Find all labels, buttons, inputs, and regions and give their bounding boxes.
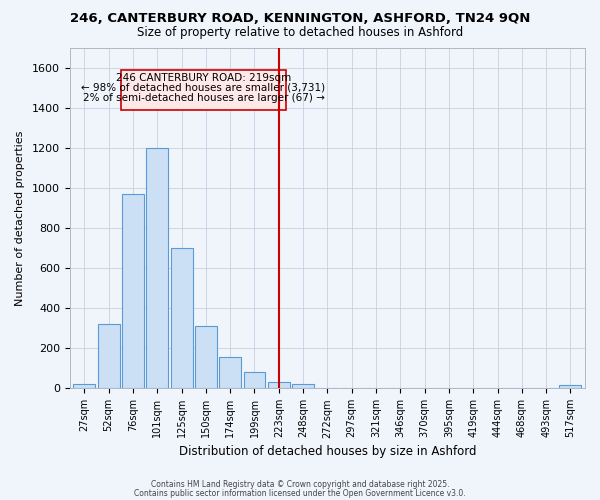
Text: Contains HM Land Registry data © Crown copyright and database right 2025.: Contains HM Land Registry data © Crown c…	[151, 480, 449, 489]
FancyBboxPatch shape	[121, 70, 286, 110]
Text: Size of property relative to detached houses in Ashford: Size of property relative to detached ho…	[137, 26, 463, 39]
Bar	[170, 248, 193, 388]
Text: 2% of semi-detached houses are larger (67) →: 2% of semi-detached houses are larger (6…	[83, 92, 325, 102]
Y-axis label: Number of detached properties: Number of detached properties	[15, 130, 25, 306]
Text: ← 98% of detached houses are smaller (3,731): ← 98% of detached houses are smaller (3,…	[82, 82, 326, 92]
Bar	[219, 358, 241, 388]
Bar	[98, 324, 119, 388]
Text: 246 CANTERBURY ROAD: 219sqm: 246 CANTERBURY ROAD: 219sqm	[116, 72, 291, 83]
Bar	[292, 384, 314, 388]
X-axis label: Distribution of detached houses by size in Ashford: Distribution of detached houses by size …	[179, 444, 476, 458]
Bar	[268, 382, 290, 388]
Text: Contains public sector information licensed under the Open Government Licence v3: Contains public sector information licen…	[134, 489, 466, 498]
Bar	[559, 386, 581, 388]
Bar	[195, 326, 217, 388]
Bar	[122, 194, 144, 388]
Bar	[244, 372, 265, 388]
Text: 246, CANTERBURY ROAD, KENNINGTON, ASHFORD, TN24 9QN: 246, CANTERBURY ROAD, KENNINGTON, ASHFOR…	[70, 12, 530, 26]
Bar	[73, 384, 95, 388]
Bar	[146, 148, 168, 388]
